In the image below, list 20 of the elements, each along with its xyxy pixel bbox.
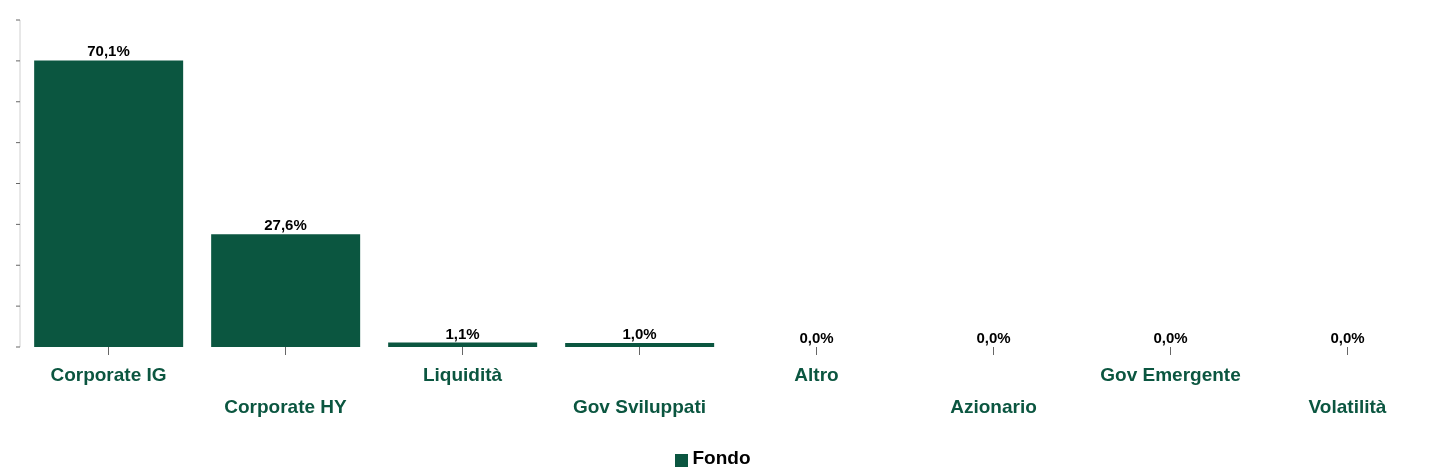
data-label: 0,0%: [799, 329, 834, 346]
bar: [211, 234, 361, 347]
data-label: 1,1%: [445, 324, 480, 342]
x-tick-label: Gov Sviluppati: [572, 396, 707, 417]
x-tick-label: Altro: [794, 364, 839, 385]
x-tick-label: Gov Emergente: [1100, 364, 1241, 385]
data-label: 0,0%: [1330, 329, 1365, 346]
data-label: 27,6%: [264, 216, 307, 234]
bar: [565, 342, 715, 347]
x-tick-label: Azionario: [950, 396, 1037, 417]
x-tick-label: Corporate HY: [224, 396, 348, 417]
data-label: 0,0%: [1153, 329, 1188, 346]
bar: [34, 60, 184, 347]
x-tick-label: Corporate IG: [50, 364, 167, 385]
x-tick-label: Volatilità: [1308, 396, 1387, 417]
x-tick-label: Liquidità: [422, 364, 503, 385]
data-label: 70,1%: [87, 42, 130, 60]
legend-label: Fondo: [692, 447, 751, 468]
data-label: 1,0%: [622, 324, 657, 342]
data-label: 0,0%: [976, 329, 1011, 346]
